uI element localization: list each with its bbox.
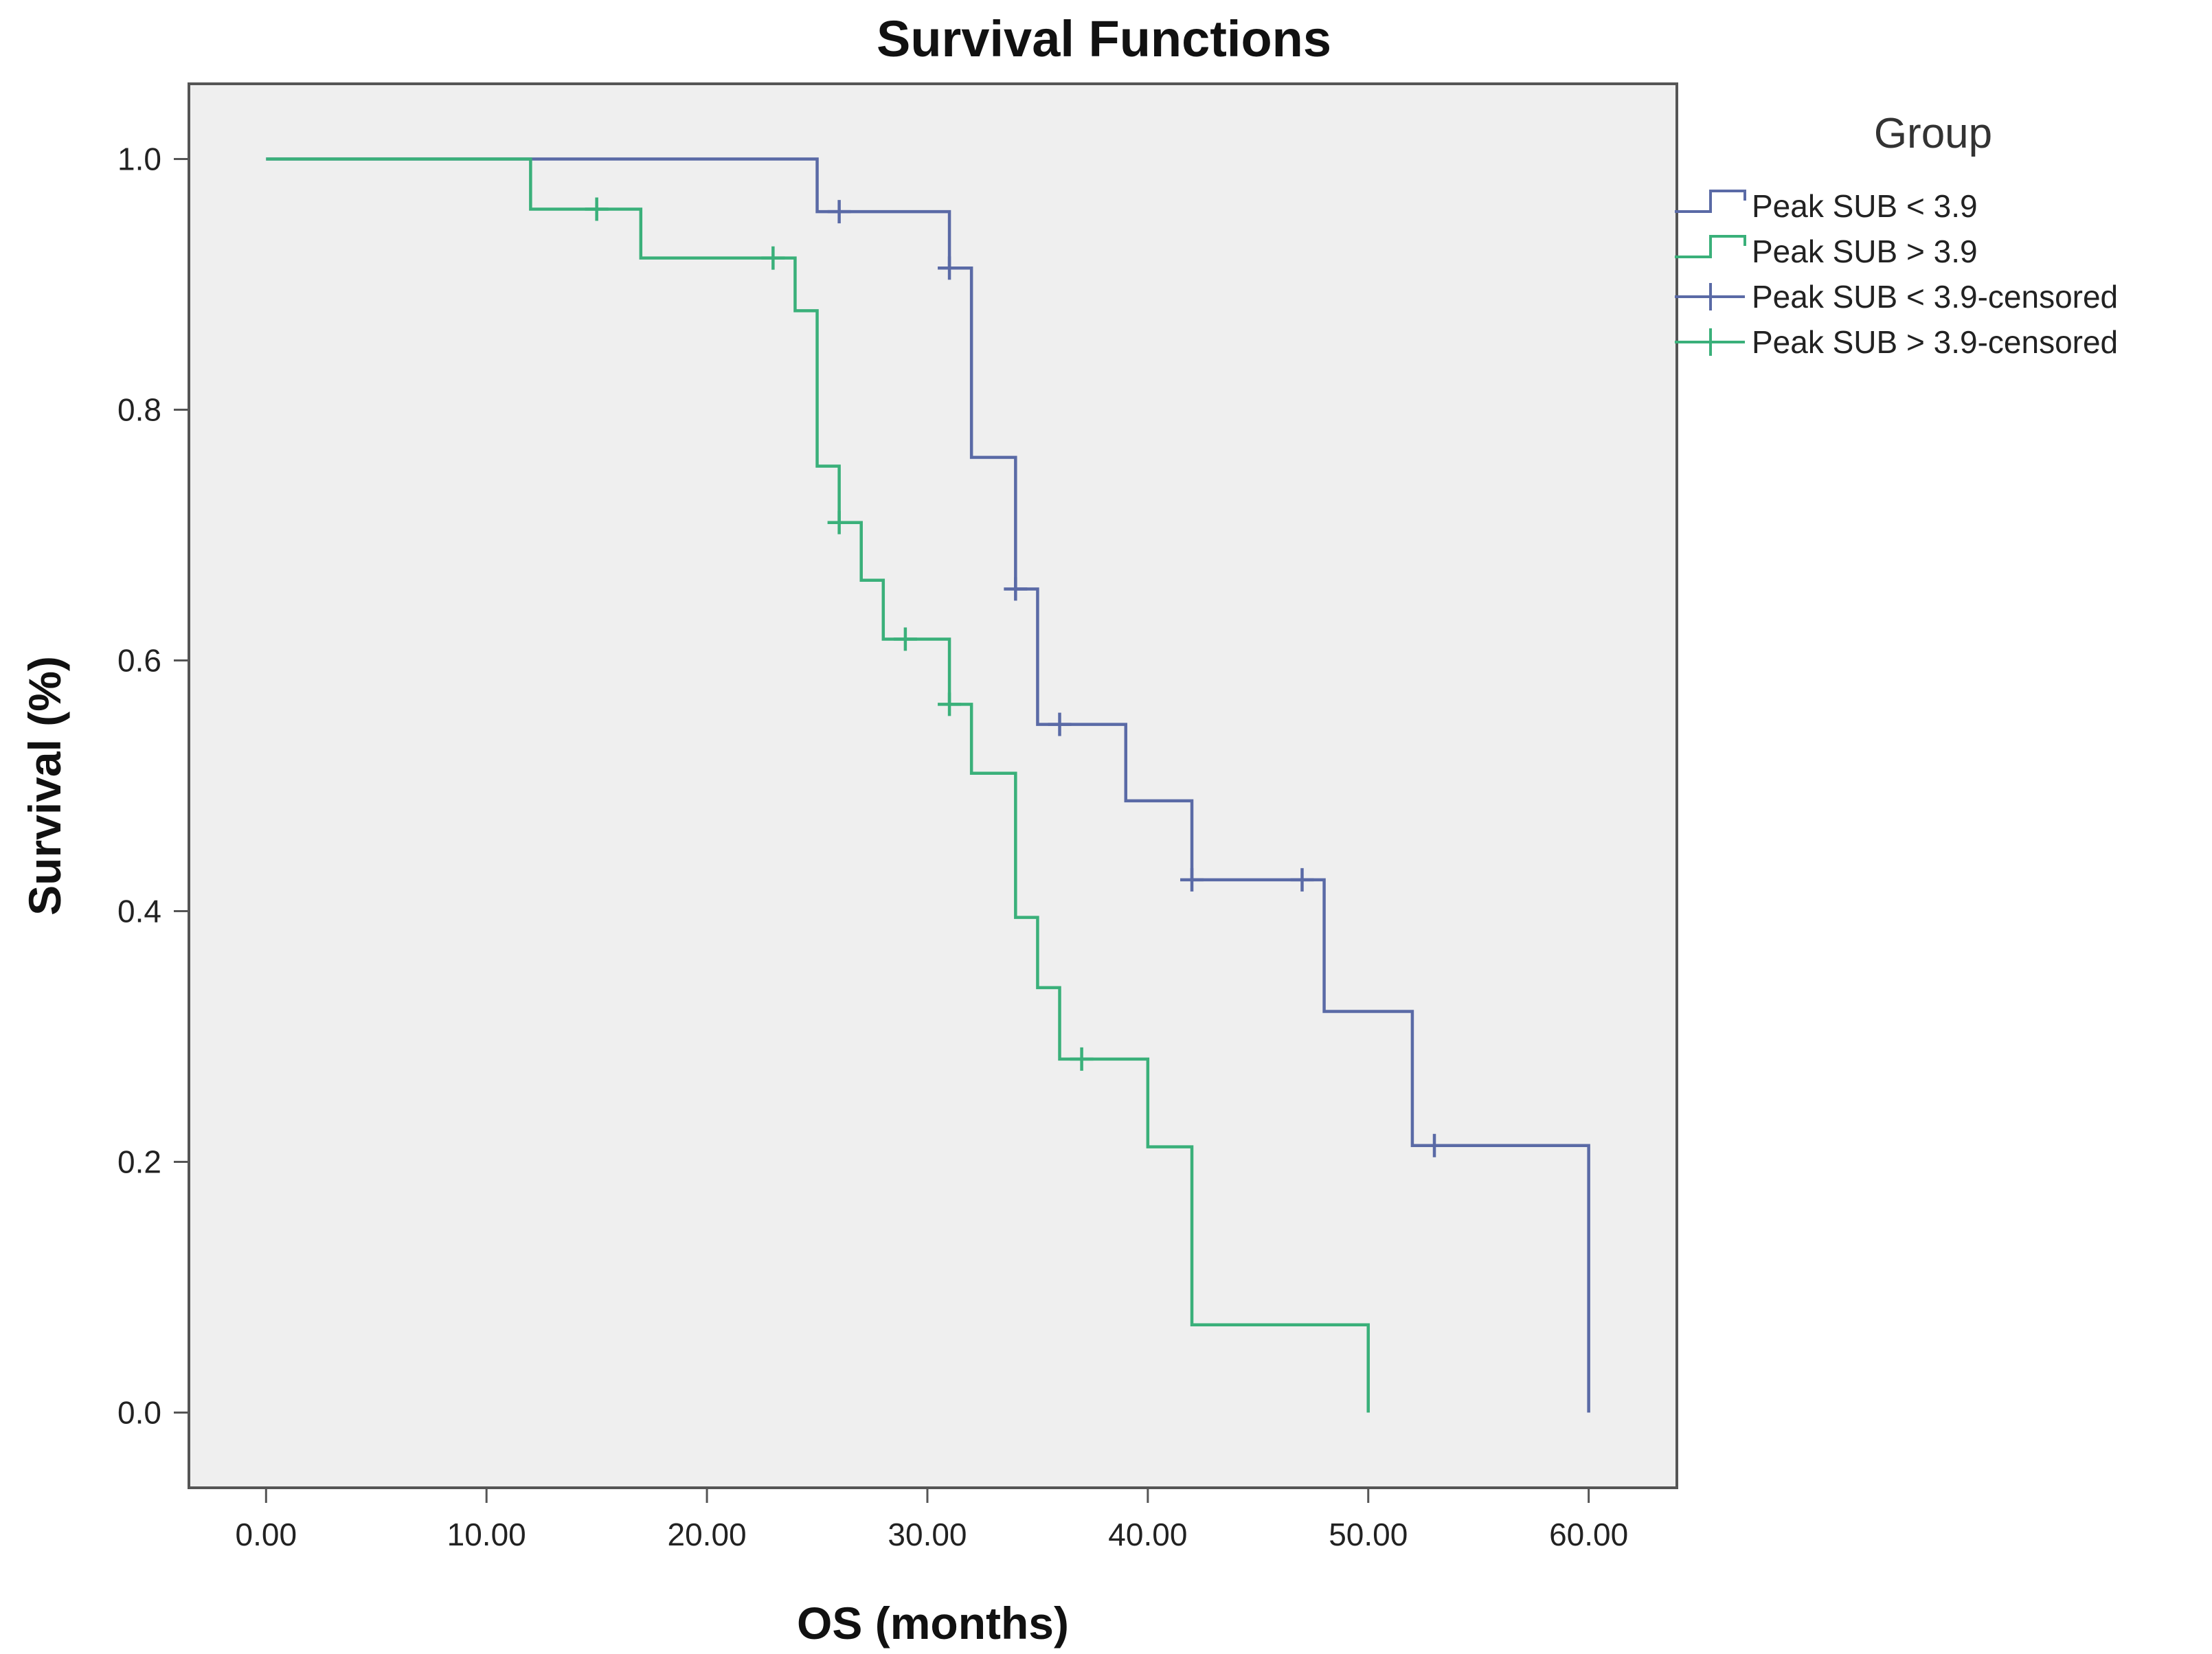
- legend-items: Peak SUB < 3.9 Peak SUB > 3.9 Peak SUB < 3…: [1675, 188, 2118, 360]
- y-tick-label: 0.2: [117, 1144, 161, 1180]
- series-group: [266, 157, 1590, 1413]
- x-tick-label: 10.00: [447, 1517, 526, 1552]
- x-tick-label: 60.00: [1549, 1517, 1628, 1552]
- legend-title: Group: [1874, 110, 1992, 157]
- x-axis-title: OS (months): [797, 1598, 1069, 1649]
- series-1-survival-line: [266, 157, 1590, 1413]
- legend-label: Peak SUB > 3.9: [1752, 234, 1978, 269]
- legend-line-swatch: [1675, 190, 1746, 213]
- y-tick-label: 0.8: [117, 392, 161, 428]
- y-tick-label: 0.4: [117, 894, 161, 929]
- legend-label: Peak SUB < 3.9: [1752, 188, 1978, 224]
- y-axis-title: Survival (%): [19, 656, 70, 916]
- series-2-survival-line: [266, 157, 1370, 1413]
- x-tick-label: 50.00: [1329, 1517, 1408, 1552]
- x-tick-label: 30.00: [888, 1517, 967, 1552]
- x-tick-label: 40.00: [1108, 1517, 1187, 1552]
- x-tick-label: 0.00: [236, 1517, 297, 1552]
- axes: 0.00 10.00 20.00 30.00 40.00 50.00 60.00 0.0 0.2…: [117, 141, 1628, 1553]
- x-tick-label: 20.00: [668, 1517, 747, 1552]
- y-tick-label: 0.6: [117, 643, 161, 679]
- series-2: [266, 157, 1370, 1413]
- legend-label: Peak SUB > 3.9-censored: [1752, 324, 2118, 360]
- y-tick-label: 0.0: [117, 1395, 161, 1431]
- legend-line-swatch: [1675, 235, 1746, 258]
- y-tick-label: 1.0: [117, 141, 161, 177]
- plot-area: [188, 82, 1678, 1489]
- series-1: [266, 157, 1590, 1413]
- legend-label: Peak SUB < 3.9-censored: [1752, 279, 2118, 315]
- chart-title: Survival Functions: [877, 10, 1331, 67]
